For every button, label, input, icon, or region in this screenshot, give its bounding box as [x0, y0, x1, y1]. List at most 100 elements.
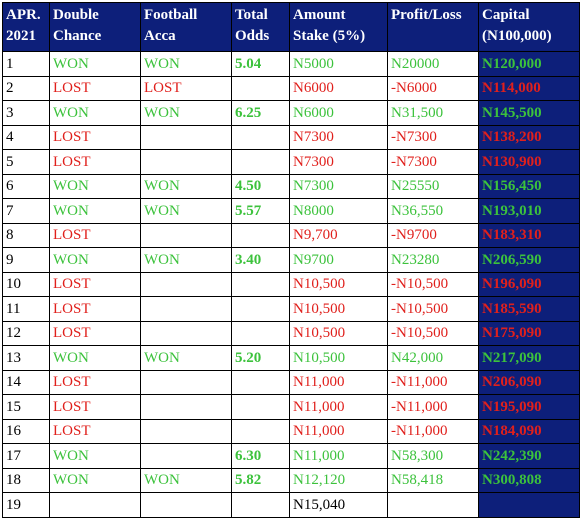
capital-cell: N145,500: [478, 100, 580, 126]
amount-stake-cell: N11,000: [289, 418, 388, 444]
amount-stake-cell: N11,000: [289, 369, 388, 395]
football-acca-cell: [140, 222, 232, 248]
double-chance-cell: LOST: [49, 222, 141, 248]
day-cell: 15: [2, 394, 50, 420]
header-football-acca: Football Acca: [140, 2, 232, 52]
double-chance-cell: WON: [49, 345, 141, 371]
amount-stake-cell: N6000: [289, 75, 388, 101]
amount-stake-cell: N11,000: [289, 443, 388, 469]
table-row: 8 LOST N9,700 -N9700 N183,310: [2, 222, 580, 248]
total-odds-cell: [231, 149, 290, 175]
football-acca-cell: LOST: [140, 75, 232, 101]
double-chance-cell: LOST: [49, 296, 141, 322]
day-cell: 16: [2, 418, 50, 444]
profit-loss-cell: N20000: [387, 51, 479, 77]
capital-cell: N130,900: [478, 149, 580, 175]
total-odds-cell: 5.04: [231, 51, 290, 77]
football-acca-cell: [140, 296, 232, 322]
table-row: 2 LOST LOST N6000 -N6000 N114,000: [2, 75, 580, 101]
amount-stake-cell: N15,040: [289, 492, 388, 518]
capital-cell: N242,390: [478, 443, 580, 469]
table-row: 3 WON WON 6.25 N6000 N31,500 N145,500: [2, 100, 580, 126]
amount-stake-cell: N7300: [289, 173, 388, 199]
double-chance-cell: LOST: [49, 320, 141, 346]
day-cell: 18: [2, 467, 50, 493]
profit-loss-cell: -N10,500: [387, 320, 479, 346]
total-odds-cell: [231, 271, 290, 297]
capital-cell: [478, 492, 580, 518]
total-odds-cell: [231, 492, 290, 518]
total-odds-cell: [231, 222, 290, 248]
amount-stake-cell: N8000: [289, 198, 388, 224]
football-acca-cell: WON: [140, 198, 232, 224]
capital-cell: N114,000: [478, 75, 580, 101]
total-odds-cell: [231, 369, 290, 395]
football-acca-cell: [140, 320, 232, 346]
day-cell: 10: [2, 271, 50, 297]
profit-loss-cell: -N11,000: [387, 394, 479, 420]
double-chance-cell: WON: [49, 467, 141, 493]
header-total-odds: Total Odds: [231, 2, 290, 52]
capital-cell: N195,090: [478, 394, 580, 420]
football-acca-cell: WON: [140, 173, 232, 199]
header-profit-loss: Profit/Loss: [387, 2, 479, 52]
header-row: APR. 2021 Double Chance Football Acca Total…: [2, 2, 580, 52]
day-cell: 19: [2, 492, 50, 518]
day-cell: 2: [2, 75, 50, 101]
profit-loss-cell: N31,500: [387, 100, 479, 126]
profit-loss-cell: -N11,000: [387, 418, 479, 444]
total-odds-cell: [231, 418, 290, 444]
day-cell: 8: [2, 222, 50, 248]
header-double-chance: Double Chance: [49, 2, 141, 52]
table-row: 14 LOST N11,000 -N11,000 N206,090: [2, 369, 580, 395]
total-odds-cell: [231, 296, 290, 322]
table-row: 10 LOST N10,500 -N10,500 N196,090: [2, 271, 580, 297]
table-row: 15 LOST N11,000 -N11,000 N195,090: [2, 394, 580, 420]
double-chance-cell: LOST: [49, 369, 141, 395]
capital-cell: N156,450: [478, 173, 580, 199]
capital-cell: N300,808: [478, 467, 580, 493]
total-odds-cell: 5.82: [231, 467, 290, 493]
double-chance-cell: LOST: [49, 271, 141, 297]
amount-stake-cell: N11,000: [289, 394, 388, 420]
profit-loss-cell: -N11,000: [387, 369, 479, 395]
football-acca-cell: [140, 149, 232, 175]
header-month: APR. 2021: [2, 2, 50, 52]
double-chance-cell: LOST: [49, 149, 141, 175]
football-acca-cell: [140, 418, 232, 444]
football-acca-cell: [140, 271, 232, 297]
day-cell: 1: [2, 51, 50, 77]
football-acca-cell: WON: [140, 51, 232, 77]
profit-loss-cell: N42,000: [387, 345, 479, 371]
amount-stake-cell: N12,120: [289, 467, 388, 493]
amount-stake-cell: N9,700: [289, 222, 388, 248]
double-chance-cell: LOST: [49, 394, 141, 420]
profit-loss-cell: -N7300: [387, 124, 479, 150]
day-cell: 11: [2, 296, 50, 322]
amount-stake-cell: N5000: [289, 51, 388, 77]
profit-loss-cell: [387, 492, 479, 518]
capital-cell: N138,200: [478, 124, 580, 150]
table-row: 16 LOST N11,000 -N11,000 N184,090: [2, 418, 580, 444]
football-acca-cell: [140, 492, 232, 518]
day-cell: 12: [2, 320, 50, 346]
football-acca-cell: [140, 394, 232, 420]
total-odds-cell: 6.30: [231, 443, 290, 469]
amount-stake-cell: N10,500: [289, 345, 388, 371]
football-acca-cell: [140, 369, 232, 395]
double-chance-cell: WON: [49, 247, 141, 273]
day-cell: 5: [2, 149, 50, 175]
profit-loss-cell: N58,418: [387, 467, 479, 493]
double-chance-cell: LOST: [49, 124, 141, 150]
amount-stake-cell: N7300: [289, 149, 388, 175]
amount-stake-cell: N7300: [289, 124, 388, 150]
double-chance-cell: WON: [49, 173, 141, 199]
day-cell: 17: [2, 443, 50, 469]
table-row: 6 WON WON 4.50 N7300 N25550 N156,450: [2, 173, 580, 199]
day-cell: 14: [2, 369, 50, 395]
profit-loss-cell: -N10,500: [387, 271, 479, 297]
football-acca-cell: WON: [140, 467, 232, 493]
capital-cell: N206,590: [478, 247, 580, 273]
total-odds-cell: 5.20: [231, 345, 290, 371]
double-chance-cell: LOST: [49, 418, 141, 444]
